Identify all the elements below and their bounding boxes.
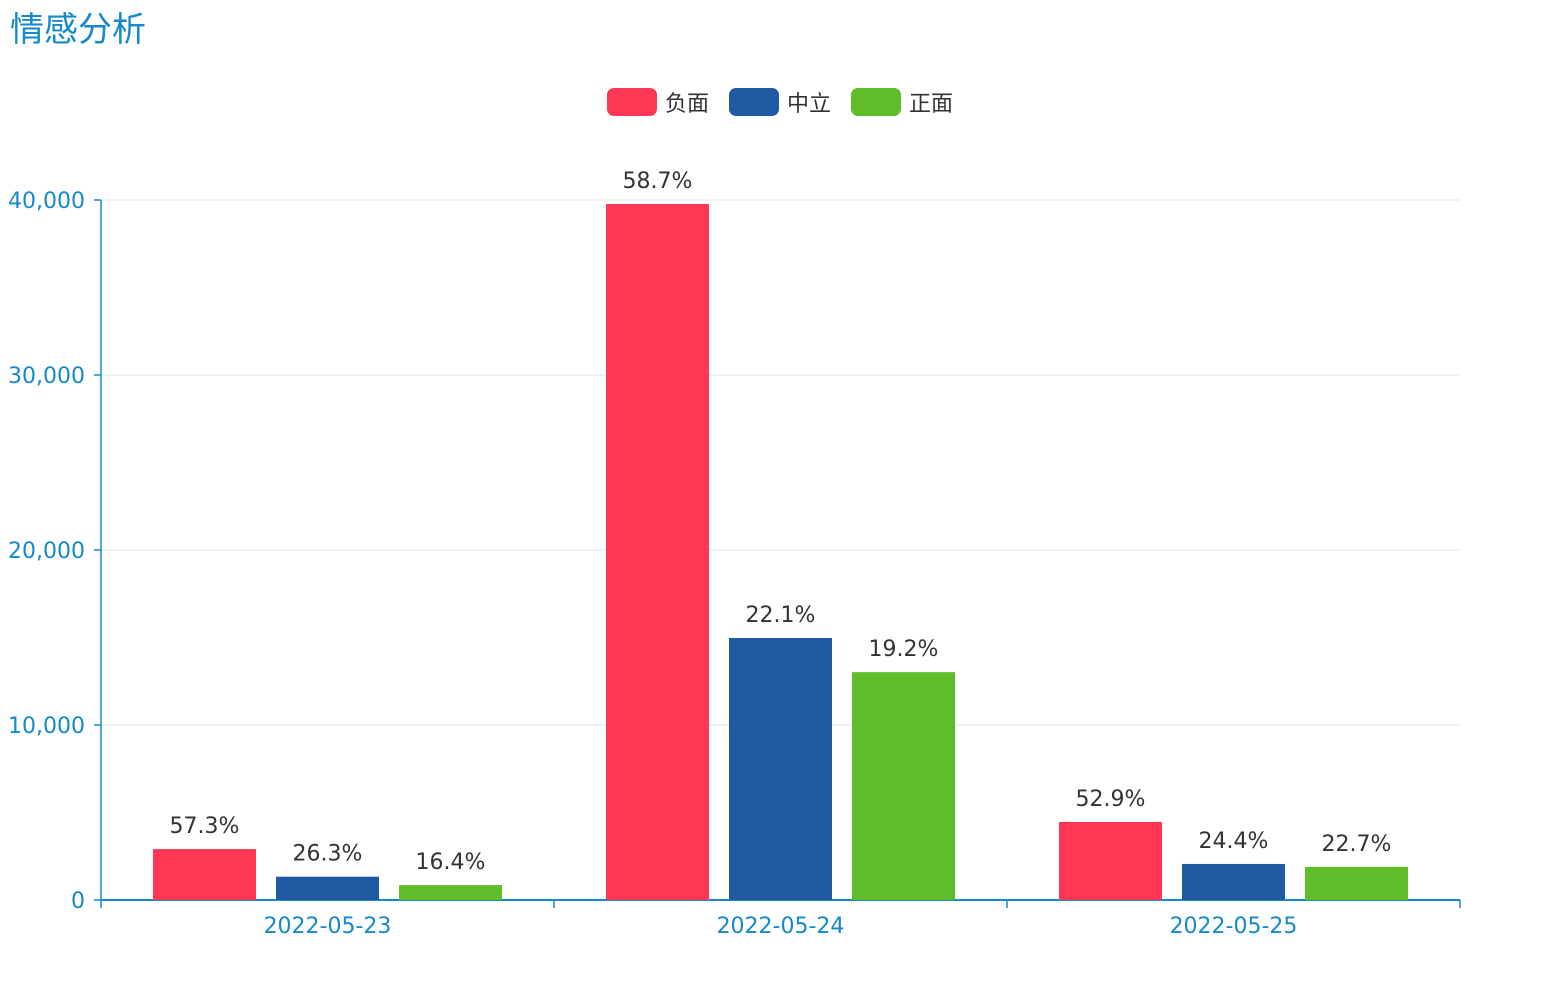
- bar: [1182, 863, 1285, 900]
- y-tick-label: 20,000: [8, 539, 85, 564]
- legend-swatch: [851, 88, 901, 116]
- y-tick-label: 30,000: [8, 364, 85, 389]
- bar: [729, 638, 832, 900]
- legend-item-positive[interactable]: 正面: [851, 86, 953, 118]
- data-label: 26.3%: [293, 842, 363, 867]
- y-tick-label: 0: [71, 889, 85, 914]
- legend-label: 中立: [786, 92, 831, 117]
- data-label: 57.3%: [170, 814, 240, 839]
- legend-swatch: [606, 88, 657, 116]
- x-tick-label: 2022-05-23: [264, 914, 392, 939]
- data-label: 22.1%: [746, 603, 816, 628]
- chart-title: 情感分析: [10, 10, 146, 50]
- data-label: 16.4%: [416, 850, 486, 875]
- bar: [276, 876, 379, 900]
- legend-label: 正面: [909, 92, 954, 117]
- bar: [153, 849, 256, 900]
- data-label: 52.9%: [1076, 787, 1146, 812]
- bar: [1305, 866, 1408, 900]
- bar: [399, 885, 502, 900]
- bar: [852, 672, 955, 900]
- data-label: 19.2%: [869, 637, 939, 662]
- bar: [606, 204, 709, 900]
- legend: 负面 中立 正面: [0, 86, 1560, 118]
- legend-item-neutral[interactable]: 中立: [728, 86, 831, 118]
- data-label: 22.7%: [1322, 832, 1392, 857]
- x-tick-label: 2022-05-24: [717, 914, 845, 939]
- bar: [1059, 821, 1162, 900]
- legend-item-negative[interactable]: 负面: [606, 86, 709, 118]
- data-label: 58.7%: [623, 169, 693, 194]
- y-tick-label: 40,000: [8, 189, 85, 214]
- y-tick-label: 10,000: [8, 714, 85, 739]
- x-tick-label: 2022-05-25: [1170, 914, 1298, 939]
- legend-swatch: [728, 88, 779, 116]
- legend-label: 负面: [664, 92, 709, 117]
- data-label: 24.4%: [1199, 829, 1269, 854]
